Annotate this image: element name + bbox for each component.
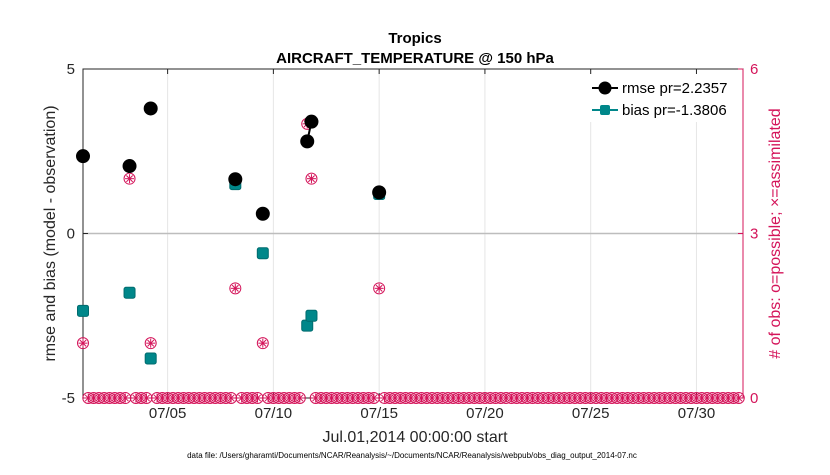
- legend-rmse-label: rmse pr=2.2357: [622, 80, 727, 97]
- obs-zero-point: [251, 392, 264, 404]
- obs-marker-spoke: [296, 394, 304, 402]
- x-tick-label: 07/15: [360, 405, 398, 422]
- rmse-point: [372, 185, 387, 200]
- obs-marker-spoke: [227, 394, 235, 402]
- y-axis-label: rmse and bias (model - observation): [42, 105, 59, 361]
- obs-count-point: [305, 172, 318, 185]
- legend-rmse-marker: [598, 81, 612, 95]
- obs-marker-spoke: [147, 339, 155, 347]
- obs-count-point: [123, 172, 136, 185]
- x-tick-label: 07/10: [255, 405, 293, 422]
- obs-marker-spoke: [231, 284, 239, 292]
- bias-point: [123, 286, 136, 299]
- rmse-point: [143, 101, 158, 116]
- legend-bias-label: bias pr=-1.3806: [622, 102, 727, 119]
- x-tick-label: 07/30: [678, 405, 716, 422]
- obs-marker-spoke: [126, 175, 134, 183]
- obs-marker-circle: [144, 337, 157, 350]
- y-tick-label: -5: [62, 390, 75, 407]
- bias-point: [256, 247, 269, 260]
- obs-marker-circle: [77, 337, 89, 350]
- legend-bias-marker: [600, 105, 610, 115]
- obs-marker-spoke: [79, 339, 87, 347]
- obs-marker-spoke: [121, 394, 129, 402]
- obs-count-point: [77, 337, 89, 350]
- legend: rmse pr=2.2357 bias pr=-1.3806: [586, 74, 738, 122]
- rmse-point: [300, 134, 315, 149]
- rmse-point: [122, 159, 137, 174]
- rmse-point: [228, 172, 243, 187]
- ticks: 07/05 07/10 07/15 07/20 07/25 07/30 -5 0 5 0 3 6: [62, 61, 759, 422]
- obs-marker-circle: [256, 337, 269, 350]
- obs-zero-point: [732, 392, 745, 404]
- y-right-tick-label: 0: [750, 390, 758, 407]
- obs-marker-circle: [373, 282, 386, 295]
- y-tick-label: 5: [67, 61, 75, 78]
- obs-marker-spoke: [735, 394, 743, 402]
- obs-count-point: [229, 282, 242, 295]
- obs-marker-circle: [293, 392, 306, 404]
- obs-zero-point: [225, 392, 238, 404]
- y-right-tick-label: 3: [750, 226, 758, 243]
- obs-zero-point: [293, 392, 306, 404]
- obs-marker-spoke: [375, 284, 383, 292]
- obs-marker-circle: [123, 172, 136, 185]
- rmse-point: [304, 114, 319, 129]
- y-axis-right-label: # of obs: o=possible; ×=assimilated: [767, 108, 784, 358]
- obs-marker-spoke: [307, 175, 315, 183]
- obs-marker-spoke: [142, 394, 150, 402]
- obs-marker-circle: [732, 392, 745, 404]
- bias-point: [301, 319, 314, 332]
- x-tick-label: 07/05: [149, 405, 187, 422]
- obs-marker-circle: [229, 282, 242, 295]
- data-file-footnote: data file: /Users/gharamti/Documents/NCA…: [187, 451, 637, 460]
- x-tick-label: 07/20: [466, 405, 504, 422]
- obs-zero-point: [367, 392, 380, 404]
- obs-zero-point: [119, 392, 132, 404]
- x-tick-label: 07/25: [572, 405, 610, 422]
- obs-zero-point: [140, 392, 153, 404]
- rmse-point: [255, 206, 270, 221]
- obs-count-point: [373, 282, 386, 295]
- y-tick-label: 0: [67, 226, 75, 243]
- legend-box: [586, 74, 738, 122]
- obs-count-point: [256, 337, 269, 350]
- y-right-tick-label: 6: [750, 61, 758, 78]
- obs-marker-spoke: [370, 394, 378, 402]
- obs-marker-circle: [305, 172, 318, 185]
- bias-point: [144, 352, 157, 365]
- chart-subtitle: AIRCRAFT_TEMPERATURE @ 150 hPa: [276, 50, 554, 67]
- obs-marker-spoke: [259, 339, 267, 347]
- bias-point: [305, 309, 318, 322]
- obs-marker-spoke: [253, 394, 262, 402]
- obs-count-point: [144, 337, 157, 350]
- x-axis-label: Jul.01,2014 00:00:00 start: [322, 429, 508, 446]
- bias-point: [77, 304, 89, 317]
- rmse-point: [76, 149, 90, 164]
- chart-title: Tropics: [388, 30, 441, 47]
- data-marks: [76, 101, 745, 404]
